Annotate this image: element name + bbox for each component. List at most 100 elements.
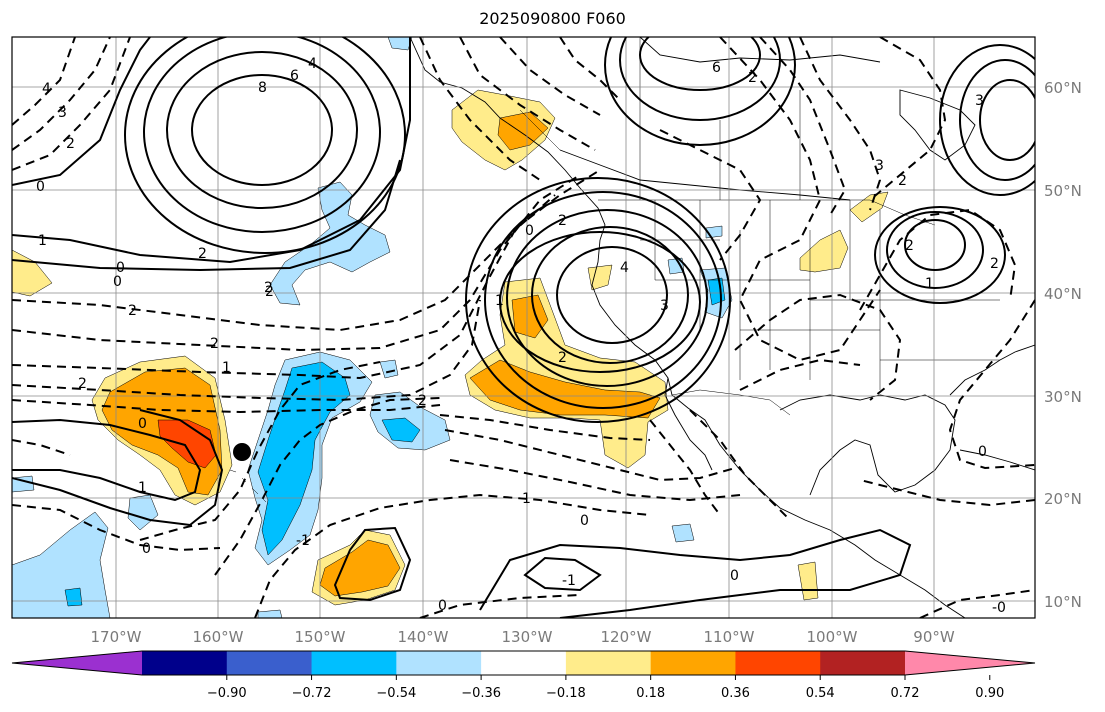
contour-pac-low-6 bbox=[499, 231, 701, 373]
contour-label: 0 bbox=[580, 513, 589, 529]
dash-east-1 bbox=[719, 37, 881, 362]
colorbar-segment bbox=[142, 651, 228, 675]
border-canada-provinces bbox=[519, 37, 801, 200]
border-states-2 bbox=[640, 239, 1000, 361]
contour-label: 2 bbox=[418, 393, 427, 409]
contour-label: 1 bbox=[138, 480, 147, 496]
contour-great-lakes-1 bbox=[904, 219, 966, 271]
lon-label: 170°W bbox=[91, 628, 142, 646]
contour-far-ne-1 bbox=[979, 79, 1035, 161]
contour-label: 1 bbox=[522, 491, 531, 507]
lon-label: 90°W bbox=[913, 628, 955, 646]
contour-label: -1 bbox=[296, 533, 310, 549]
dash-central-4 bbox=[419, 594, 581, 618]
colorbar-tick-label: −0.18 bbox=[546, 686, 586, 701]
contour-pac-low-5 bbox=[465, 177, 731, 423]
contour-label: 2 bbox=[264, 280, 273, 296]
contour-far-ne-2 bbox=[959, 59, 1035, 181]
contour-pac-low-3 bbox=[506, 209, 708, 387]
colorbar-tick-label: −0.72 bbox=[292, 686, 332, 701]
dash-east-4 bbox=[659, 129, 762, 261]
dash-nw-2 bbox=[12, 37, 131, 171]
lat-label: 30°N bbox=[1044, 388, 1082, 406]
contour-south-east bbox=[479, 528, 912, 618]
colorbar-tick-label: −0.90 bbox=[207, 686, 247, 701]
contour-label: 1 bbox=[38, 233, 47, 249]
dash-mid-4 bbox=[12, 299, 481, 402]
coastline-cuba bbox=[959, 449, 1035, 471]
fill-orange-south-central bbox=[319, 539, 401, 597]
contour-label: 2 bbox=[558, 350, 567, 366]
colorbar-extend-max bbox=[905, 651, 1035, 675]
coastline-alaska bbox=[409, 37, 606, 241]
contour-label: 3 bbox=[660, 298, 669, 314]
contour-label: -0 bbox=[992, 600, 1006, 616]
dash-north-1 bbox=[419, 37, 541, 181]
contour-label: 4 bbox=[620, 260, 629, 276]
lon-label: 140°W bbox=[398, 628, 449, 646]
lat-label: 50°N bbox=[1044, 182, 1082, 200]
contour-label: 4 bbox=[308, 56, 317, 72]
lat-label: 40°N bbox=[1044, 285, 1082, 303]
contour-pac-low-4 bbox=[484, 191, 722, 409]
contour-nw-outer-2 bbox=[12, 37, 411, 264]
dash-east-5 bbox=[869, 37, 947, 201]
contour-label: -1 bbox=[562, 573, 576, 589]
contour-ne-low-3 bbox=[604, 37, 796, 146]
contour-label: 4 bbox=[42, 81, 51, 97]
positive-contour-layer bbox=[12, 37, 1035, 618]
colorbar-tick-label: 0.54 bbox=[806, 686, 835, 701]
lon-label: 120°W bbox=[601, 628, 652, 646]
contour-label: 0 bbox=[36, 179, 45, 195]
contour-label: 2 bbox=[990, 256, 999, 272]
colorbar-segment bbox=[820, 651, 906, 675]
contour-west-pacific bbox=[12, 418, 202, 502]
contour-label: 2 bbox=[265, 284, 274, 300]
dash-mid-2 bbox=[12, 174, 581, 352]
contour-ne-low-1 bbox=[639, 37, 761, 91]
colorbar-segment bbox=[481, 651, 567, 675]
storm-center-marker bbox=[233, 443, 251, 461]
lon-label: 130°W bbox=[502, 628, 553, 646]
colorbar: −0.90 −0.72 −0.54 −0.36 −0.18 0.18 0.36 0.54 0.7… bbox=[11, 650, 1036, 701]
lat-label: 10°N bbox=[1044, 593, 1082, 611]
coastline-arctic bbox=[639, 37, 881, 63]
contour-label: 0 bbox=[138, 416, 147, 432]
fill-lightblue-mexico bbox=[671, 523, 695, 543]
dash-central-3 bbox=[254, 493, 651, 618]
longitude-labels: 170°W 160°W 150°W 140°W 130°W 120°W 110°… bbox=[91, 628, 955, 646]
contour-label: 1 bbox=[222, 360, 231, 376]
fill-yellow-north-plains bbox=[849, 191, 889, 223]
contour-label: 0 bbox=[525, 223, 534, 239]
contour-great-lakes-2 bbox=[886, 211, 984, 289]
dash-plains-2 bbox=[739, 358, 861, 391]
dash-baja-1 bbox=[649, 419, 721, 516]
contour-label: 2 bbox=[66, 136, 75, 152]
fill-blue-southwest bbox=[64, 587, 83, 607]
border-us-mexico bbox=[671, 389, 791, 416]
dash-plains bbox=[734, 293, 902, 401]
dash-central-1 bbox=[214, 397, 441, 576]
colorbar-segment bbox=[650, 651, 736, 675]
dash-se-1 bbox=[948, 299, 1035, 470]
dash-east-3 bbox=[759, 37, 847, 216]
contour-nw-low-1 bbox=[191, 74, 333, 186]
contour-label: 1 bbox=[495, 293, 504, 309]
contour-label: 0 bbox=[116, 260, 125, 276]
dash-mid-3 bbox=[12, 194, 556, 380]
contour-label: 2 bbox=[210, 336, 219, 352]
lon-label: 110°W bbox=[704, 628, 755, 646]
contour-label: 2 bbox=[898, 173, 907, 189]
contour-pac-low-2 bbox=[531, 226, 689, 364]
plot-title: 2025090800 F060 bbox=[479, 9, 626, 28]
contour-label: 2 bbox=[905, 238, 914, 254]
contour-pac-low-1 bbox=[556, 246, 668, 344]
contour-label: 2 bbox=[748, 70, 757, 86]
contour-south-east-inner bbox=[523, 556, 602, 592]
negative-contour-layer bbox=[12, 37, 1035, 618]
colorbar-segment bbox=[311, 651, 397, 675]
contour-label: 0 bbox=[438, 598, 447, 614]
colorbar-segment bbox=[226, 651, 313, 675]
contour-label: 2 bbox=[128, 303, 137, 319]
